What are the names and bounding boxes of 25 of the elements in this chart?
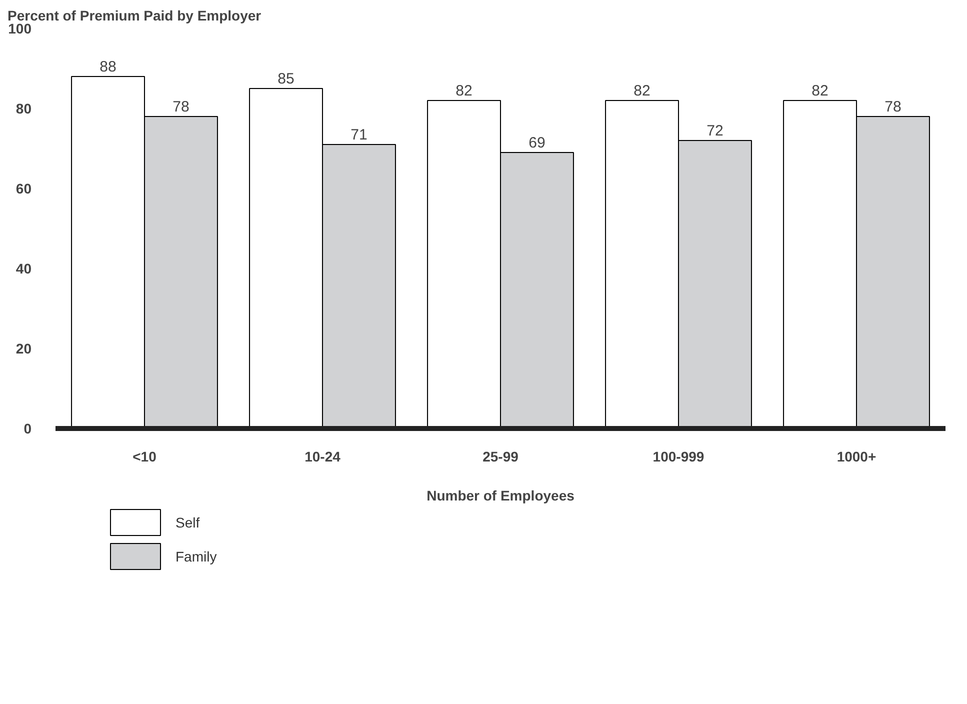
data-label: 78 [172,98,190,116]
y-tick-label: 40 [16,260,32,276]
x-tick-label: 10-24 [304,448,341,464]
data-label: 78 [884,98,902,116]
data-label: 71 [350,126,368,144]
data-label: 82 [456,82,472,100]
x-tick-label: 25-99 [482,448,519,464]
data-label: 82 [812,82,828,100]
x-axis-title: Number of Employees [426,488,575,504]
legend-label: Self [176,514,200,530]
data-label: 88 [100,58,116,76]
y-tick-label: 100 [8,20,32,36]
y-tick-label: 80 [16,100,32,116]
y-tick-label: 20 [16,340,32,356]
x-tick-label: <10 [132,448,157,464]
y-axis-title: Percent of Premium Paid by Employer [8,8,262,24]
y-tick-label: 0 [24,420,32,436]
data-label: 82 [634,82,650,100]
data-label: 69 [528,134,546,152]
data-label: 85 [278,70,294,88]
x-tick-label: 100-999 [652,448,704,464]
data-label: 72 [706,122,724,140]
legend-label: Family [176,548,217,564]
x-tick-label: 1000+ [836,448,876,464]
y-tick-label: 60 [16,180,32,196]
